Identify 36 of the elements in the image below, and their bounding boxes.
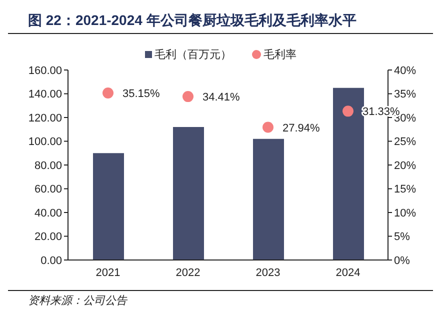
y2-tick-label: 25% bbox=[394, 136, 416, 148]
text: 资料来源：公司公告 bbox=[8, 290, 433, 308]
x-tick-label: 2023 bbox=[256, 266, 280, 279]
bar bbox=[93, 153, 124, 260]
y2-tick-label: 5% bbox=[394, 231, 410, 244]
point bbox=[262, 122, 274, 133]
y-tick-label: 140.00 bbox=[28, 88, 62, 101]
data-label: 35.15% bbox=[122, 88, 160, 100]
y2-tick-label: 0% bbox=[394, 254, 410, 267]
data-label: 34.41% bbox=[202, 92, 240, 104]
legend-label: 毛利（百万元） bbox=[154, 48, 232, 62]
y2-tick-label: 15% bbox=[394, 184, 416, 196]
chart-title: 图 22：2021-2024 年公司餐厨垃圾毛利及毛利率水平 bbox=[8, 8, 433, 34]
y-tick-label: 120.00 bbox=[28, 112, 62, 124]
legend-label: 毛利率 bbox=[264, 48, 296, 62]
y2-tick-label: 20% bbox=[394, 160, 416, 172]
bar bbox=[253, 138, 284, 260]
x-tick-label: 2021 bbox=[96, 266, 120, 279]
bar bbox=[333, 88, 364, 260]
point bbox=[342, 106, 354, 117]
y-tick-label: 0.00 bbox=[40, 254, 62, 267]
y-tick-label: 40.00 bbox=[34, 207, 62, 220]
x-tick-label: 2022 bbox=[176, 266, 200, 279]
y-tick-label: 20.00 bbox=[34, 231, 62, 244]
y-tick-label: 100.00 bbox=[28, 136, 62, 148]
y2-tick-label: 10% bbox=[394, 207, 416, 220]
bar bbox=[173, 127, 204, 260]
y-tick-label: 80.00 bbox=[34, 160, 62, 172]
y-tick-label: 60.00 bbox=[34, 184, 62, 196]
x-tick-label: 2024 bbox=[336, 266, 360, 279]
point bbox=[102, 88, 114, 99]
y2-tick-label: 35% bbox=[394, 88, 416, 101]
data-label: 27.94% bbox=[282, 122, 320, 134]
y-tick-label: 160.00 bbox=[28, 64, 62, 77]
y2-tick-label: 40% bbox=[394, 64, 416, 77]
point bbox=[182, 91, 194, 102]
